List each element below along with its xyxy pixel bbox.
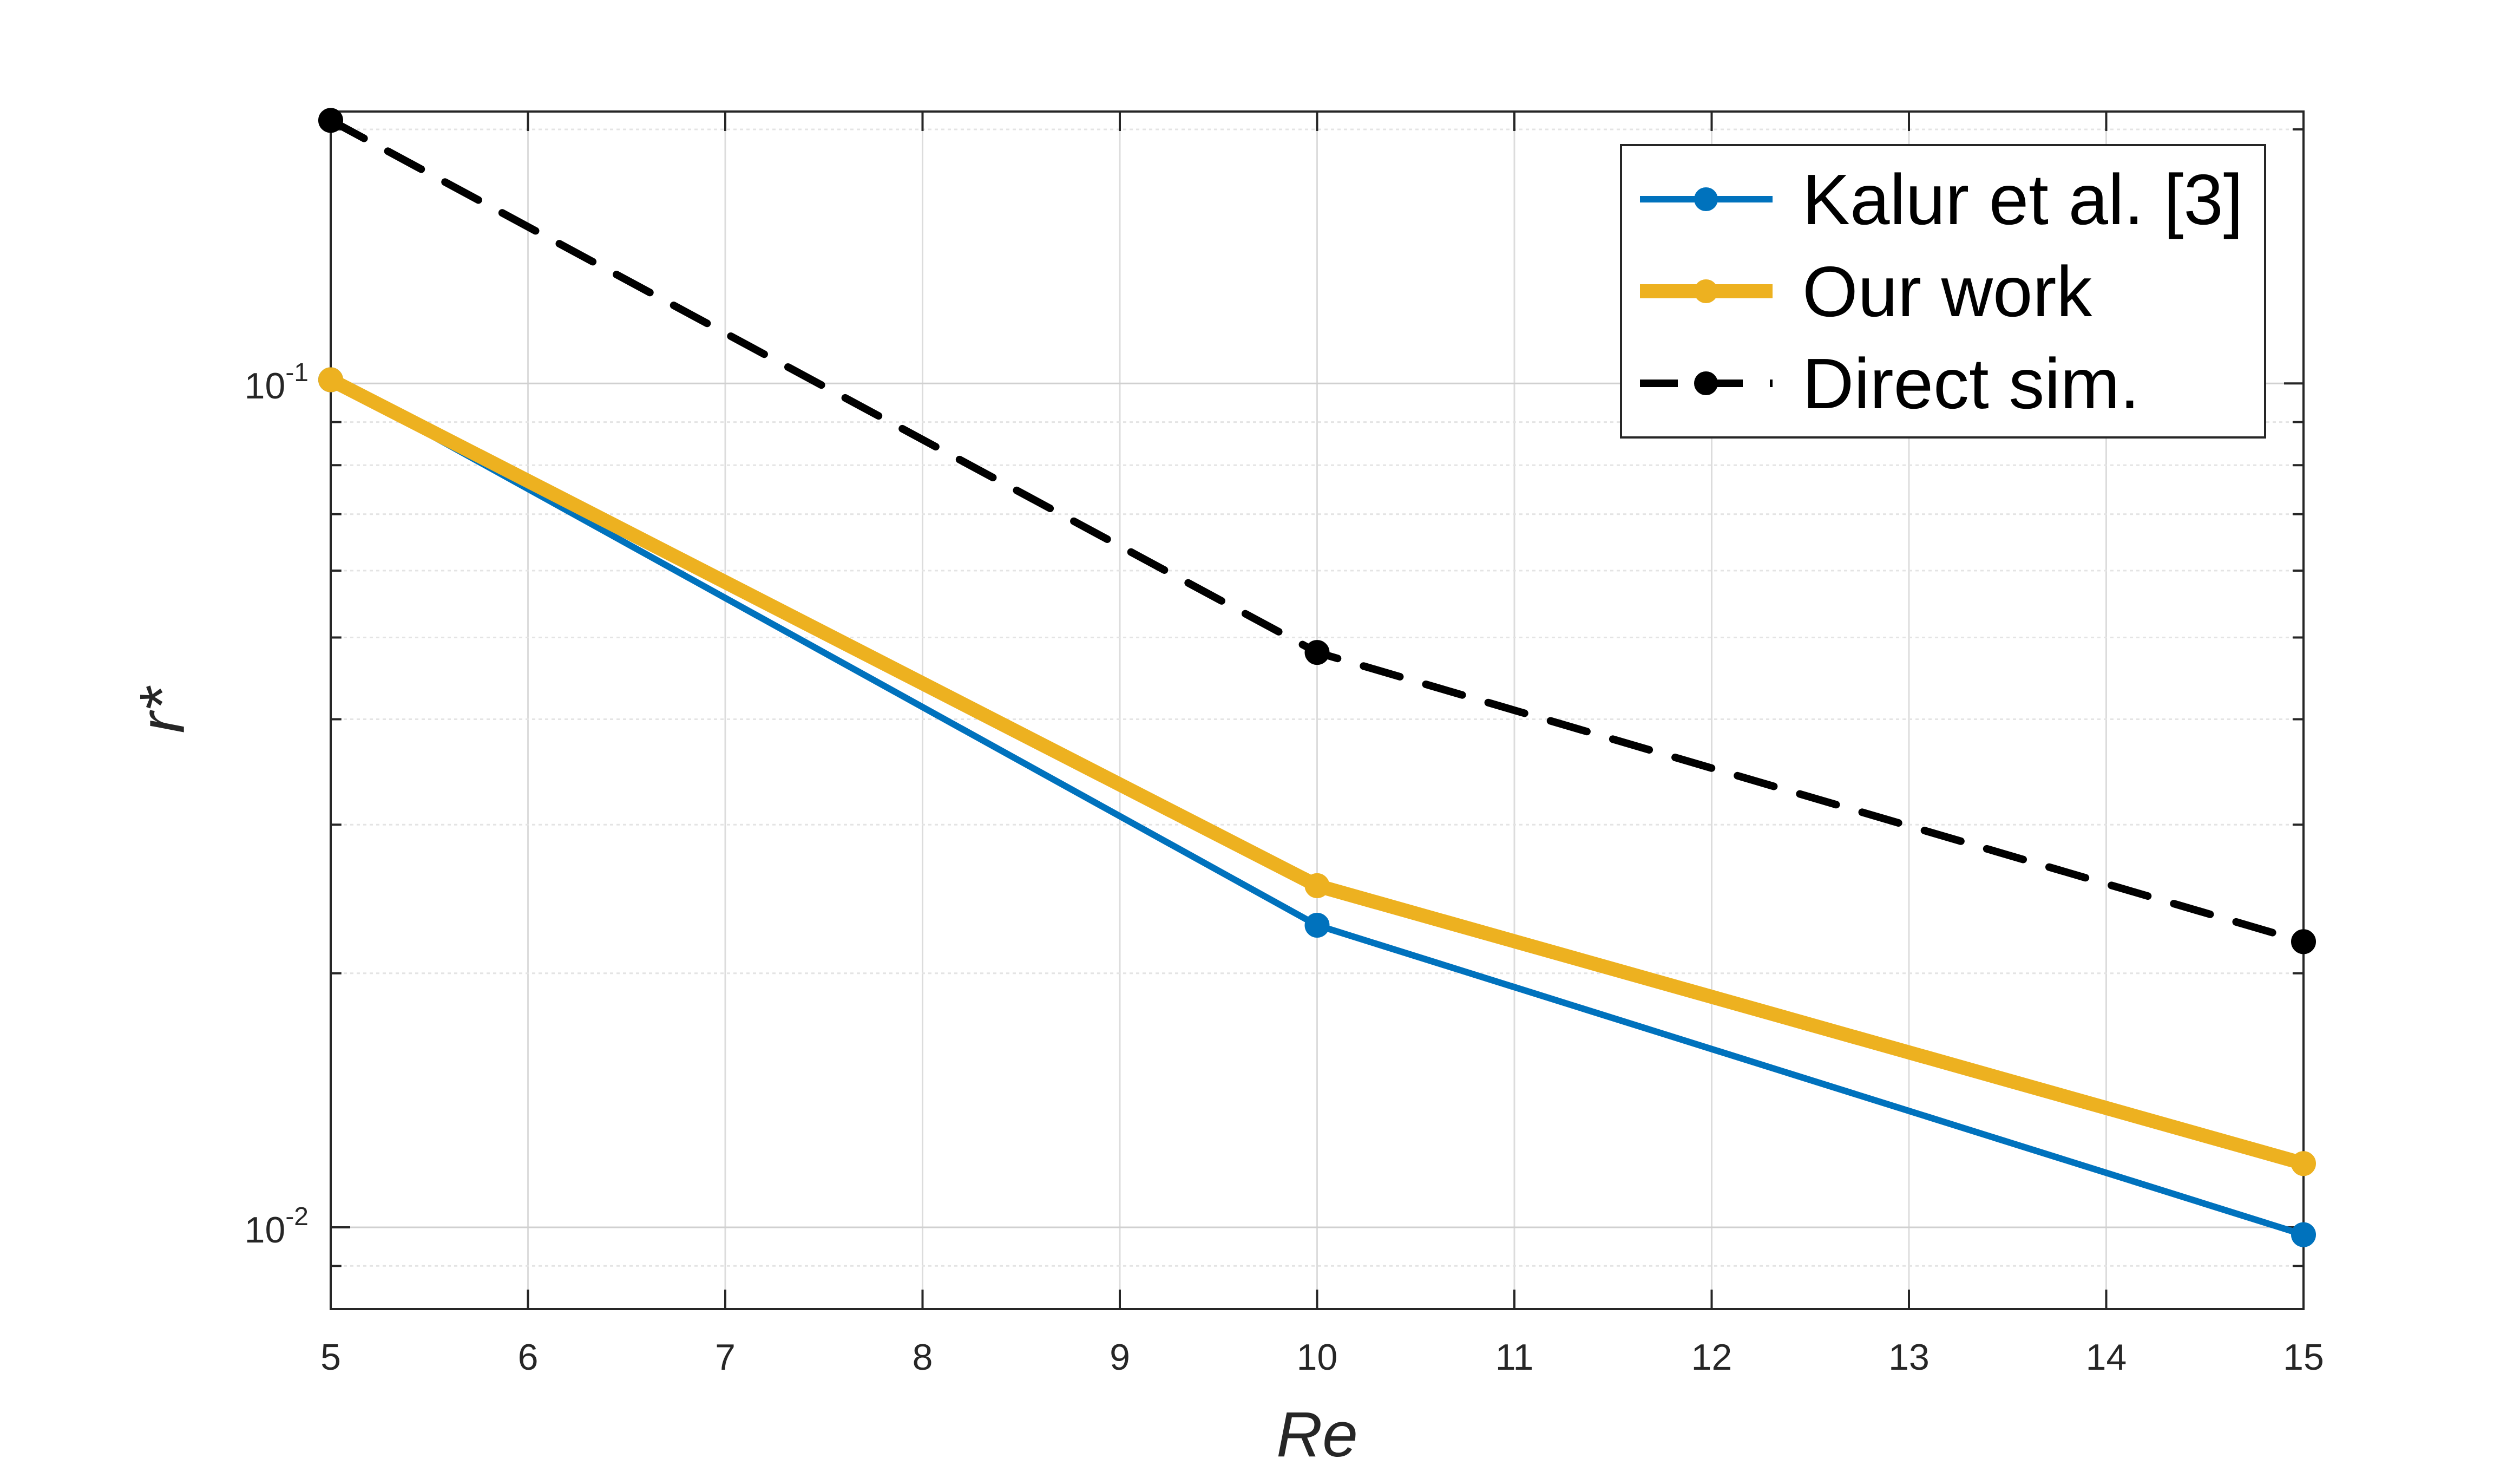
series-2 <box>318 367 2316 1176</box>
data-point <box>2291 1151 2316 1176</box>
data-point <box>318 367 343 393</box>
data-point <box>1304 873 1330 898</box>
legend-label: Kalur et al. [3] <box>1802 160 2243 239</box>
data-point <box>2291 1222 2316 1247</box>
series-layer <box>318 108 2316 1247</box>
y-tick-labels: 10-210-1 <box>245 358 309 1251</box>
data-point <box>1304 640 1330 665</box>
y-tick-exponent: -1 <box>285 358 309 387</box>
x-tick-label: 14 <box>2086 1337 2127 1378</box>
data-point <box>1304 913 1330 938</box>
x-tick-label: 6 <box>518 1337 539 1378</box>
legend-entry: Direct sim. <box>1640 344 2140 423</box>
legend-marker <box>1694 371 1718 395</box>
y-tick-exponent: -2 <box>285 1202 309 1231</box>
axis-ticks <box>330 112 2305 1310</box>
x-tick-label: 10 <box>1297 1337 1338 1378</box>
data-point <box>318 108 343 133</box>
x-tick-label: 9 <box>1110 1337 1130 1378</box>
y-tick-label: 10-2 <box>245 1202 309 1251</box>
x-tick-label: 8 <box>913 1337 933 1378</box>
y-tick-base: 10 <box>245 365 286 407</box>
x-tick-label: 15 <box>2283 1337 2324 1378</box>
y-axis-label: r* <box>127 685 198 733</box>
x-tick-label: 12 <box>1691 1337 1732 1378</box>
series-3 <box>318 108 2316 954</box>
legend-marker <box>1694 187 1718 211</box>
y-tick-label: 10-1 <box>245 358 309 407</box>
y-tick-base: 10 <box>245 1209 286 1251</box>
x-tick-label: 11 <box>1495 1337 1534 1378</box>
legend-label: Our work <box>1802 252 2092 331</box>
legend-entries: Kalur et al. [3] Our work Direct sim. <box>1640 160 2243 423</box>
x-tick-label: 7 <box>715 1337 736 1378</box>
data-point <box>2291 929 2316 954</box>
x-axis-label: Re <box>1276 1399 1358 1465</box>
legend-entry: Kalur et al. [3] <box>1640 160 2243 239</box>
legend-marker <box>1694 279 1718 303</box>
x-tick-label: 5 <box>320 1337 341 1378</box>
legend-label: Direct sim. <box>1802 344 2140 423</box>
x-tick-label: 13 <box>1888 1337 1930 1378</box>
x-tick-labels: 5 6 7 8 9 10 11 12 13 14 15 <box>320 1337 2324 1378</box>
legend: Kalur et al. [3] Our work Direct sim. <box>1620 144 2266 439</box>
legend-entry: Our work <box>1640 252 2092 331</box>
